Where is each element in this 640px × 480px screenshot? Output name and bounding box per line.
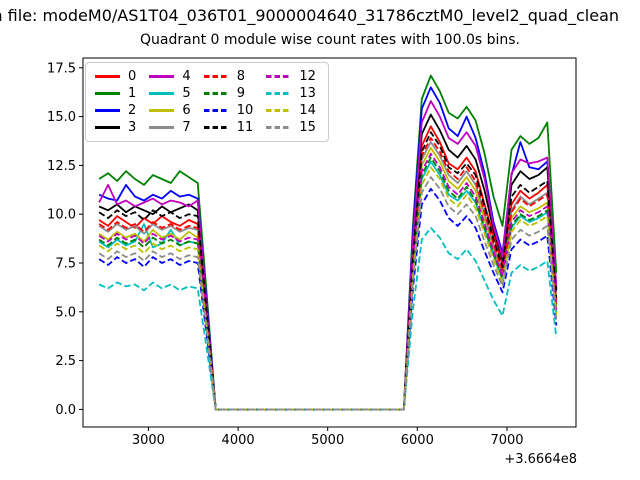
x-axis-offset-label: +3.6664e8 [504, 452, 577, 467]
chart-title: Quadrant 0 module wise count rates with … [140, 32, 520, 48]
legend-item-6: 6 [149, 102, 193, 119]
legend: 0 1 2 3 4 5 6 7 8 9 10 11 12 13 14 15 [85, 62, 329, 142]
legend-item-14: 14 [266, 102, 319, 119]
legend-line-sample-0 [95, 75, 120, 78]
legend-item-12: 12 [266, 68, 319, 85]
x-tick-label: 4000 [222, 433, 255, 448]
legend-label-8: 8 [236, 69, 245, 84]
legend-item-2: 2 [95, 102, 139, 119]
legend-label-11: 11 [236, 120, 254, 135]
legend-line-sample-13 [266, 92, 292, 95]
x-tick-label: 6000 [401, 433, 434, 448]
legend-item-0: 0 [95, 68, 139, 85]
legend-item-9: 9 [203, 85, 257, 102]
series-line-3 [98, 113, 558, 411]
legend-label-3: 3 [128, 120, 137, 135]
legend-label-2: 2 [128, 103, 137, 118]
legend-item-10: 10 [203, 102, 257, 119]
legend-item-13: 13 [266, 85, 319, 102]
legend-line-sample-7 [149, 126, 175, 129]
legend-item-15: 15 [266, 119, 319, 136]
y-tick-label: 7.5 [55, 257, 76, 272]
legend-line-sample-15 [266, 126, 292, 129]
legend-label-6: 6 [182, 103, 191, 118]
legend-line-sample-9 [203, 92, 229, 95]
y-axis-labels: 0.0 2.5 5.0 7.5 10.0 12.5 15.0 17.5 [47, 61, 76, 418]
legend-label-12: 12 [299, 69, 316, 84]
legend-line-sample-6 [149, 109, 175, 112]
legend-label-10: 10 [236, 103, 254, 118]
legend-line-sample-14 [266, 109, 292, 112]
legend-item-5: 5 [149, 85, 193, 102]
legend-label-7: 7 [182, 120, 191, 135]
series-line-9 [98, 156, 558, 411]
legend-line-sample-2 [95, 109, 120, 112]
legend-line-sample-12 [266, 75, 292, 78]
legend-line-sample-5 [149, 92, 175, 95]
legend-item-7: 7 [149, 119, 193, 136]
legend-label-9: 9 [236, 86, 245, 101]
y-tick-label: 0.0 [55, 403, 76, 418]
legend-label-0: 0 [128, 69, 137, 84]
legend-line-sample-4 [149, 75, 175, 78]
series-line-11 [98, 131, 558, 411]
series-line-4 [98, 100, 558, 411]
x-axis-ticks [147, 427, 508, 431]
y-tick-label: 5.0 [55, 305, 76, 320]
y-tick-label: 10.0 [47, 208, 76, 223]
legend-label-1: 1 [128, 86, 137, 101]
series-lines [98, 74, 558, 411]
legend-label-14: 14 [299, 103, 316, 118]
legend-line-sample-1 [95, 92, 120, 95]
legend-item-4: 4 [149, 68, 193, 85]
legend-item-1: 1 [95, 85, 139, 102]
series-line-15 [98, 176, 558, 411]
y-tick-label: 15.0 [47, 110, 76, 125]
y-tick-label: 2.5 [55, 354, 76, 369]
y-tick-label: 17.5 [47, 61, 76, 76]
legend-item-8: 8 [203, 68, 257, 85]
series-line-10 [98, 187, 558, 411]
legend-line-sample-11 [203, 126, 229, 129]
axes-spines [82, 57, 577, 428]
x-axis-labels: 3000 4000 5000 6000 7000 [132, 433, 524, 448]
file-title: m file: modeM0/AS1T04_036T01_9000004640_… [0, 6, 620, 25]
legend-label-15: 15 [299, 120, 316, 135]
series-line-13 [98, 226, 558, 411]
legend-item-11: 11 [203, 119, 257, 136]
legend-item-3: 3 [95, 119, 139, 136]
legend-line-sample-3 [95, 126, 120, 129]
y-axis-ticks [79, 67, 83, 410]
legend-line-sample-8 [203, 75, 229, 78]
x-tick-label: 3000 [132, 433, 165, 448]
legend-label-13: 13 [299, 86, 316, 101]
legend-label-5: 5 [182, 86, 191, 101]
legend-label-4: 4 [182, 69, 191, 84]
y-tick-label: 12.5 [47, 159, 76, 174]
series-line-8 [98, 137, 558, 411]
legend-line-sample-10 [203, 109, 229, 112]
x-tick-label: 5000 [311, 433, 344, 448]
x-tick-label: 7000 [490, 433, 523, 448]
